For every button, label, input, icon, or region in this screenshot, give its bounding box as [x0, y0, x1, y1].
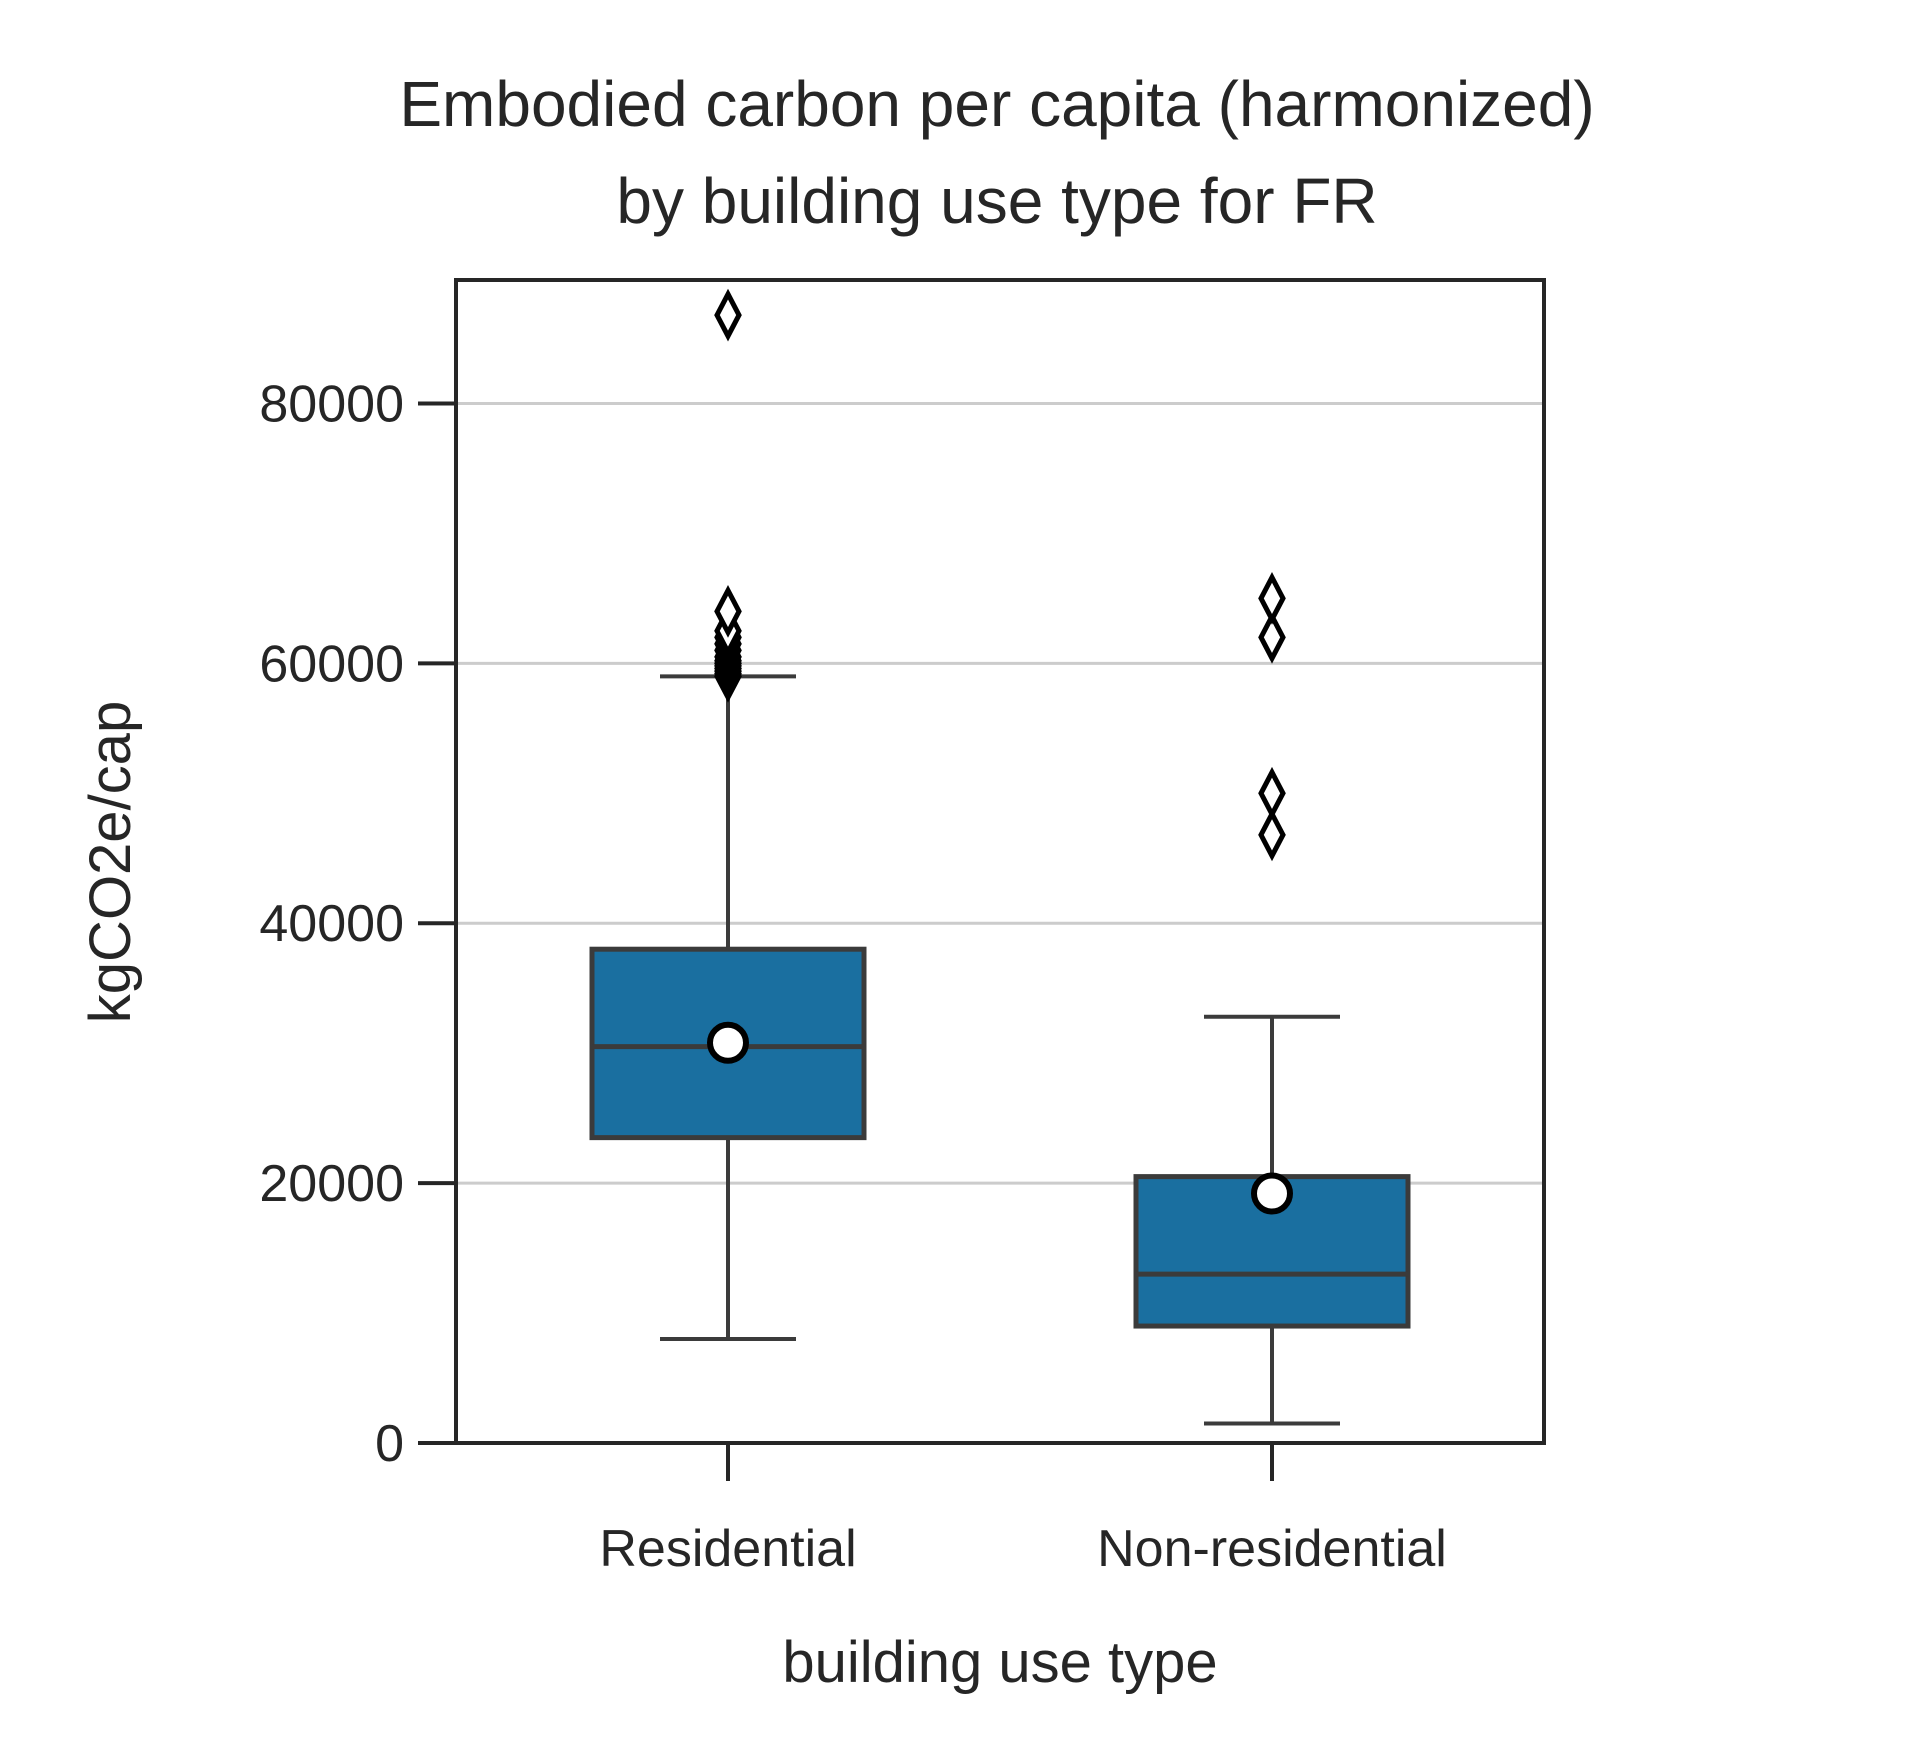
mean-marker [707, 1021, 749, 1064]
x-tick-label: Non-residential [1097, 1520, 1447, 1578]
x-tick-label: Residential [599, 1520, 856, 1578]
plot-frame [454, 278, 1546, 1445]
box-residential [589, 288, 867, 1342]
x-axis-label: building use type [782, 1630, 1217, 1695]
box-non-residential [1133, 571, 1411, 1426]
outlier-point [714, 584, 742, 638]
outlier-point [1258, 766, 1286, 820]
outlier-point [1258, 571, 1286, 625]
chart-title-line-2: by building use type for FR [616, 165, 1377, 237]
box-layer [589, 288, 1411, 1426]
mean-marker [1251, 1172, 1293, 1215]
outlier-point [1258, 610, 1286, 664]
outlier-point [714, 288, 742, 342]
y-tick-label: 40000 [259, 895, 404, 953]
y-axis-label: kgCO2e/cap [78, 701, 143, 1023]
y-tick-label: 0 [375, 1415, 404, 1473]
y-tick-label: 80000 [259, 375, 404, 433]
outlier-point [1258, 808, 1286, 862]
y-tick-label: 20000 [259, 1155, 404, 1213]
y-tick-label: 60000 [259, 635, 404, 693]
tick-layer: 0 20000 40000 60000 80000 Residential Non-resi… [259, 375, 1446, 1578]
chart-title-line-1: Embodied carbon per capita (harmonized) [399, 68, 1594, 140]
